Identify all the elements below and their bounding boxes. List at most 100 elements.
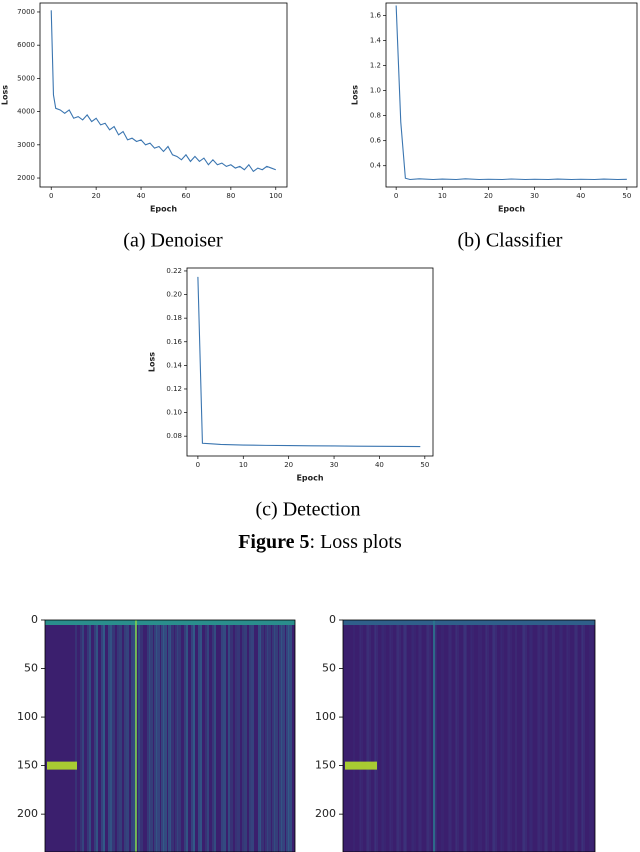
heatmap-texture xyxy=(581,620,583,852)
y-tick-label: 7000 xyxy=(17,8,35,16)
heatmap-texture xyxy=(265,620,268,852)
x-tick-label: 20 xyxy=(284,461,293,469)
heatmap-texture xyxy=(108,620,112,852)
heatmap-texture xyxy=(559,620,563,852)
heatmap-texture xyxy=(589,620,593,852)
y-tick-label: 3000 xyxy=(17,141,35,149)
subcaption: (c) Detection xyxy=(256,499,361,521)
heatmap-texture xyxy=(212,620,216,852)
y-tick-label: 50 xyxy=(322,662,336,675)
heatmap-texture xyxy=(508,620,512,852)
heatmap-texture xyxy=(538,620,542,852)
heatmap-texture xyxy=(198,620,202,852)
heatmap-texture xyxy=(131,620,133,852)
heatmap-texture xyxy=(156,620,160,852)
heatmap-texture xyxy=(96,620,98,852)
x-tick-label: 50 xyxy=(420,461,429,469)
y-tick-label: 0.10 xyxy=(166,409,182,417)
plot-frame xyxy=(385,2,638,188)
loss-line xyxy=(197,276,421,448)
heatmap-top-band xyxy=(343,620,595,625)
heatmap-texture xyxy=(545,620,547,852)
y-tick-label: 4000 xyxy=(17,108,35,116)
heatmap-texture xyxy=(223,620,226,852)
heatmap-blob xyxy=(47,761,77,770)
heatmap-texture xyxy=(133,620,136,852)
y-tick-label: 0.18 xyxy=(166,314,182,322)
heatmap-texture xyxy=(359,620,361,852)
heatmap-texture xyxy=(566,620,568,852)
heatmap-texture xyxy=(403,620,407,852)
heatmap-texture xyxy=(390,620,393,852)
x-tick-label: 40 xyxy=(576,192,585,200)
y-tick-label: 1.2 xyxy=(370,62,381,70)
heatmap-texture xyxy=(267,620,271,852)
heatmap-texture xyxy=(471,620,474,852)
heatmap-texture xyxy=(501,620,504,852)
heatmap-texture xyxy=(544,620,548,852)
y-tick-label: 150 xyxy=(315,759,336,772)
heatmap-texture xyxy=(455,620,457,852)
heatmap-texture xyxy=(161,620,164,852)
heatmap-texture xyxy=(427,620,431,852)
x-axis-label: Epoch xyxy=(150,205,177,214)
heatmap-texture xyxy=(381,620,384,852)
heatmap-texture xyxy=(360,620,363,852)
y-tick-label: 0.4 xyxy=(370,162,382,170)
loss-line xyxy=(50,10,276,173)
subcaption: (b) Classifier xyxy=(458,230,563,252)
x-tick-label: 40 xyxy=(137,192,146,200)
y-tick-label: 1.6 xyxy=(370,12,382,20)
x-tick-label: 0 xyxy=(394,192,398,200)
heatmap-texture xyxy=(177,620,181,852)
heatmap-texture xyxy=(404,620,406,852)
x-tick-label: 30 xyxy=(530,192,539,200)
heatmap-texture xyxy=(80,620,84,852)
heatmap-texture xyxy=(242,620,244,852)
heatmap-texture xyxy=(101,620,105,852)
heatmap-texture xyxy=(288,620,292,852)
heatmap-texture xyxy=(500,620,502,852)
heatmap-texture xyxy=(396,620,399,852)
figure-label: Figure 5 xyxy=(238,531,310,553)
x-tick-label: 60 xyxy=(181,192,190,200)
heatmap-texture xyxy=(353,620,355,852)
heatmap-texture xyxy=(560,620,562,852)
y-tick-label: 0.22 xyxy=(166,267,182,275)
y-tick-label: 150 xyxy=(17,759,38,772)
y-tick-label: 1.4 xyxy=(370,37,382,45)
heatmap-texture xyxy=(207,620,209,852)
heatmap-texture xyxy=(168,620,171,852)
heatmap-texture xyxy=(515,620,517,852)
heatmap-texture xyxy=(237,620,240,852)
y-tick-label: 0.16 xyxy=(166,338,182,346)
heatmap-texture xyxy=(75,620,77,852)
y-axis-label: Loss xyxy=(351,85,360,105)
y-tick-label: 0.20 xyxy=(166,291,182,299)
heatmap-texture xyxy=(230,620,233,852)
heatmap-texture xyxy=(258,620,261,852)
y-tick-label: 5000 xyxy=(17,74,35,82)
x-axis-label: Epoch xyxy=(296,474,323,483)
heatmap-texture xyxy=(94,620,98,852)
x-tick-label: 100 xyxy=(269,192,282,200)
y-tick-label: 0 xyxy=(31,613,38,626)
heatmap-texture xyxy=(117,620,119,852)
heatmap-texture xyxy=(112,620,115,852)
heatmap-texture xyxy=(389,620,391,852)
heatmap-texture xyxy=(448,620,452,852)
y-tick-label: 6000 xyxy=(17,41,35,49)
heatmap-texture xyxy=(89,620,91,852)
heatmap-texture xyxy=(552,620,555,852)
plot-frame xyxy=(39,2,288,188)
heatmap-texture xyxy=(214,620,216,852)
y-tick-label: 200 xyxy=(17,807,38,820)
y-tick-label: 0.14 xyxy=(166,361,182,369)
heatmap-texture xyxy=(205,620,209,852)
heatmap-texture xyxy=(228,620,230,852)
heatmap-texture xyxy=(186,620,188,852)
heatmap-texture xyxy=(87,620,91,852)
y-tick-label: 2000 xyxy=(17,174,35,182)
heatmap-texture xyxy=(419,620,421,852)
